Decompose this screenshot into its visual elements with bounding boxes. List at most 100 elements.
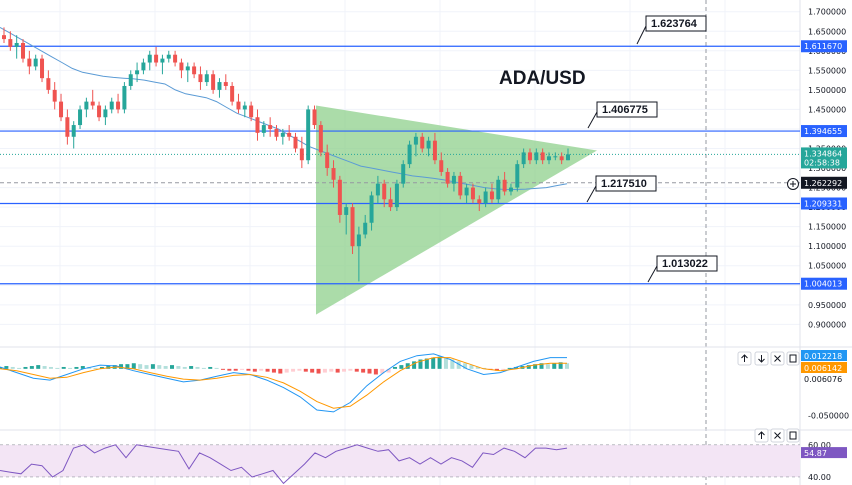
macd-histogram-bar [131, 363, 136, 369]
candle-body [166, 54, 171, 59]
macd-value-tag [801, 373, 847, 384]
macd-histogram-bar [303, 368, 308, 372]
macd-histogram-bar [80, 366, 85, 369]
candle-body [109, 101, 114, 110]
candle-body [534, 152, 539, 161]
rsi-maximize-pane-button[interactable] [786, 428, 800, 443]
macd-histogram-bar [93, 367, 98, 369]
candle-body [27, 58, 32, 67]
maximize-pane-button[interactable] [786, 351, 800, 366]
callout-box[interactable] [656, 255, 718, 272]
macd-histogram-bar [125, 364, 130, 369]
macd-histogram-bar [386, 368, 391, 373]
candle-body [483, 191, 488, 204]
macd-histogram-bar [144, 365, 149, 369]
macd-histogram-bar [373, 368, 378, 375]
macd-histogram-bar [138, 364, 143, 369]
candle-body [382, 183, 387, 200]
candle-body [103, 109, 108, 118]
price-tick-label: 0.900000 [808, 320, 846, 329]
move-up-button[interactable] [737, 351, 752, 366]
candle-body [432, 140, 437, 161]
candle-body [128, 74, 133, 86]
candle-body [2, 35, 6, 40]
close-icon [774, 355, 781, 362]
signal-line [0, 357, 567, 409]
rsi-tick-label: 40.00 [808, 473, 831, 482]
macd-value-tag [801, 350, 847, 361]
macd-histogram-bar [214, 367, 219, 369]
candle-body [420, 136, 425, 149]
callout-arrow [587, 111, 598, 129]
macd-histogram-bar [195, 366, 200, 369]
candle-body [477, 199, 482, 204]
level-price-tag [801, 125, 847, 138]
macd-histogram-bar [431, 357, 436, 369]
level-price-tag-text: 1.611670 [804, 42, 842, 51]
move-down-button[interactable] [754, 351, 769, 366]
close-icon [774, 432, 781, 439]
level-price-tag-text: 1.209331 [804, 199, 842, 208]
candle-body [141, 62, 146, 71]
close-pane-button[interactable] [770, 351, 785, 366]
candle-body [274, 128, 279, 137]
rsi-close-pane-button[interactable] [770, 428, 785, 443]
macd-histogram-bar [23, 366, 28, 369]
candle-body [337, 179, 342, 215]
candle-body [160, 58, 165, 63]
macd-histogram-bar [150, 364, 155, 369]
maximize-icon [789, 431, 797, 440]
candle-body [223, 82, 228, 86]
macd-histogram-bar [545, 364, 550, 369]
callout-box[interactable] [595, 175, 657, 192]
macd-histogram-bar [463, 363, 468, 369]
candle-body [8, 39, 13, 47]
candle-body [566, 154, 570, 161]
callout-box[interactable] [596, 101, 658, 118]
rsi-value-tag-text: 54.87 [804, 449, 827, 458]
macd-histogram-bar [335, 368, 340, 373]
macd-histogram-bar [424, 358, 429, 369]
callout-box[interactable] [645, 15, 707, 32]
candle-body [426, 140, 431, 149]
candle-body [527, 152, 532, 161]
candle-body [122, 85, 127, 110]
candle-body [287, 132, 292, 137]
symmetrical-triangle[interactable] [316, 105, 597, 315]
macd-histogram-bar [284, 368, 289, 373]
macd-histogram-bar [246, 368, 251, 371]
candle-body [192, 66, 197, 75]
candle-body [52, 89, 57, 102]
macd-value-tag-text: 0.006076 [804, 375, 842, 384]
candle-body [540, 152, 545, 161]
macd-histogram-bar [42, 366, 47, 369]
candle-body [280, 132, 285, 137]
candle-body [65, 117, 70, 137]
macd-histogram-bar [316, 368, 321, 374]
candle-body [71, 125, 76, 137]
price-callouts: 1.623764 1.406775 1.217510 1.013022 [586, 15, 718, 283]
candle-body [344, 207, 349, 215]
macd-pane-buttons [737, 351, 800, 366]
candle-body [40, 58, 45, 79]
macd-tick-label: -0.050000 [808, 412, 849, 421]
price-tick-label: 0.950000 [808, 301, 846, 310]
macd-histogram-bar [354, 368, 359, 372]
callout-text: 1.623764 [651, 18, 698, 30]
macd-histogram-bar [201, 367, 206, 369]
crosshair-add-button[interactable] [787, 178, 799, 190]
candle-body [559, 156, 564, 161]
macd-pane [0, 353, 569, 413]
macd-histogram-bar [361, 368, 366, 373]
arrow-down-icon [758, 355, 765, 363]
candle-body [413, 136, 418, 145]
callout-text: 1.406775 [602, 104, 648, 116]
callout-text: 1.013022 [662, 258, 708, 270]
callout-arrow [586, 185, 597, 203]
candle-body [445, 171, 450, 184]
macd-histogram-bar [533, 364, 538, 369]
candle-body [318, 125, 323, 153]
rsi-pane [0, 444, 800, 485]
rsi-move-up-button[interactable] [754, 428, 769, 443]
macd-histogram-bar [412, 361, 417, 369]
